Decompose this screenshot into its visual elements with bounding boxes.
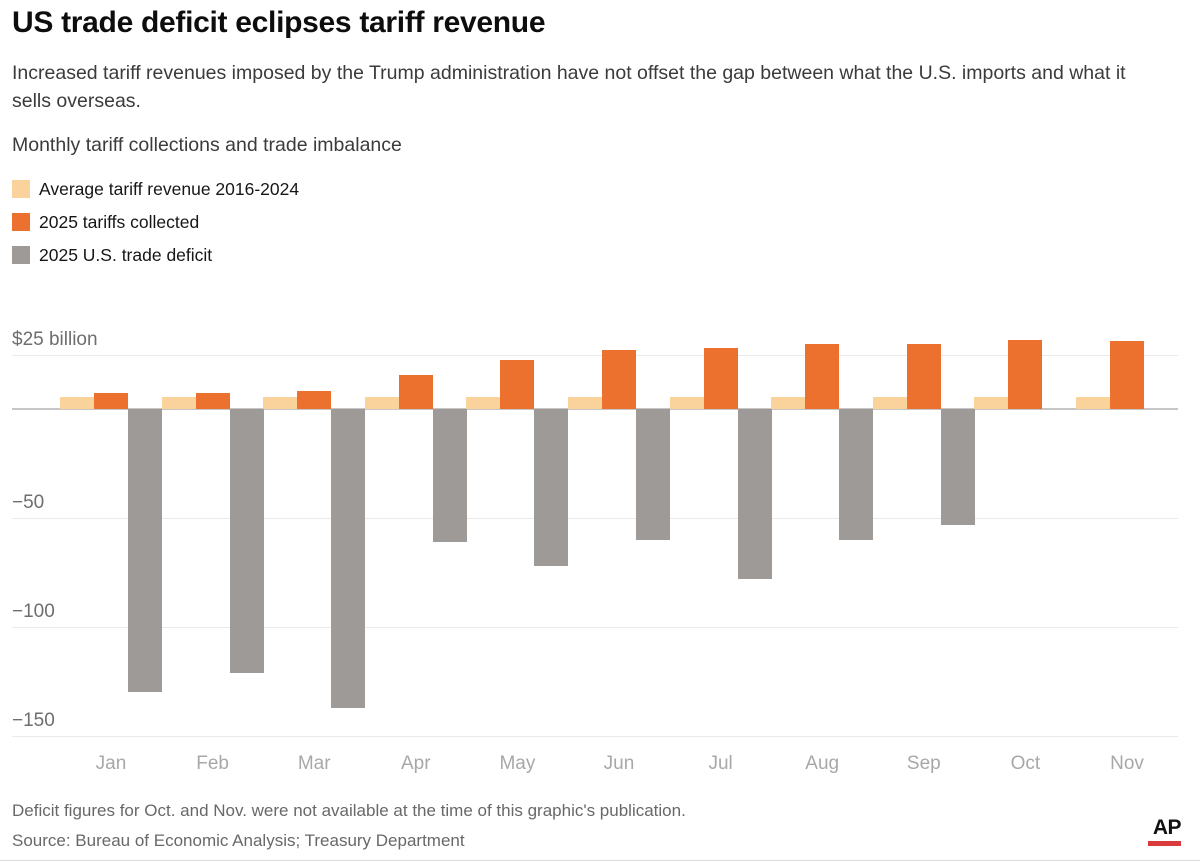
ap-logo-underline: [1148, 841, 1181, 846]
bar-may-trade-deficit-2025: [534, 409, 569, 566]
y-axis-tick-label: −100: [12, 601, 55, 622]
x-axis-month-label: Feb: [196, 753, 229, 774]
legend-item-label: 2025 tariffs collected: [39, 211, 200, 232]
x-axis-month-label: Jun: [603, 753, 635, 774]
bar-apr-tariffs-2025: [398, 375, 433, 409]
x-axis-month-label: Jul: [708, 753, 733, 774]
gridline: [12, 354, 1178, 356]
legend-swatch-icon: [12, 246, 30, 264]
bar-jul-tariffs-2025: [703, 347, 738, 409]
x-axis-month-label: Oct: [1010, 753, 1041, 774]
bar-oct-avg-tariff-revenue: [974, 397, 1009, 409]
bar-jan-trade-deficit-2025: [128, 409, 162, 693]
x-axis-month-label: Aug: [805, 753, 840, 774]
x-axis-month-label: Apr: [401, 753, 431, 774]
y-axis-tick-label: $25 billion: [12, 328, 98, 350]
bar-jan-avg-tariff-revenue: [60, 397, 94, 409]
bar-feb-trade-deficit-2025: [229, 409, 264, 673]
bar-feb-tariffs-2025: [195, 393, 230, 409]
ap-logo: AP: [1148, 816, 1182, 846]
bar-aug-tariffs-2025: [805, 343, 840, 409]
bar-aug-trade-deficit-2025: [839, 409, 874, 540]
legend-swatch-icon: [12, 180, 30, 198]
bar-nov-tariffs-2025: [1110, 341, 1144, 409]
bar-jan-tariffs-2025: [94, 393, 128, 409]
bar-jun-trade-deficit-2025: [636, 409, 670, 540]
legend-item-trade-deficit-2025: 2025 U.S. trade deficit: [12, 244, 299, 266]
x-axis-month-label: Jan: [95, 753, 127, 774]
bar-jul-avg-tariff-revenue: [669, 397, 704, 409]
gridline: [12, 736, 1178, 737]
bar-may-avg-tariff-revenue: [466, 397, 501, 409]
legend-item-label: 2025 U.S. trade deficit: [39, 244, 213, 265]
x-axis-month-label: Nov: [1110, 753, 1144, 774]
bottom-divider: [0, 860, 1200, 861]
bar-jun-tariffs-2025: [602, 350, 636, 409]
bar-sep-avg-tariff-revenue: [872, 397, 907, 409]
bar-may-tariffs-2025: [500, 359, 535, 409]
legend-item-tariffs-2025: 2025 tariffs collected: [12, 211, 299, 233]
legend: Average tariff revenue 2016-2024 2025 tar…: [12, 178, 299, 277]
bar-jun-avg-tariff-revenue: [568, 397, 602, 409]
bar-sep-tariffs-2025: [906, 343, 941, 409]
x-axis-month-label: Sep: [906, 753, 941, 774]
bar-nov-avg-tariff-revenue: [1076, 397, 1110, 409]
bar-jul-trade-deficit-2025: [737, 409, 772, 580]
chart-title: US trade deficit eclipses tariff revenue: [12, 6, 546, 39]
y-axis-tick-label: −50: [12, 492, 45, 513]
x-axis-month-label: Mar: [297, 753, 331, 774]
bar-apr-avg-tariff-revenue: [364, 397, 399, 409]
legend-item-avg-tariff-revenue: Average tariff revenue 2016-2024: [12, 178, 299, 200]
bar-mar-trade-deficit-2025: [331, 409, 366, 708]
ap-logo-text: AP: [1152, 816, 1182, 839]
legend-item-label: Average tariff revenue 2016-2024: [39, 178, 300, 199]
source-line: Source: Bureau of Economic Analysis; Tre…: [12, 831, 465, 850]
bar-mar-tariffs-2025: [297, 390, 332, 409]
bar-oct-tariffs-2025: [1008, 340, 1043, 409]
chart-subtitle: Increased tariff revenues imposed by the…: [12, 62, 1126, 112]
bar-sep-trade-deficit-2025: [940, 409, 975, 525]
bar-mar-avg-tariff-revenue: [263, 397, 298, 409]
legend-swatch-icon: [12, 213, 30, 231]
footnote: Deficit figures for Oct. and Nov. were n…: [12, 801, 686, 820]
y-axis-tick-label: −150: [12, 710, 55, 731]
section-label: Monthly tariff collections and trade imb…: [12, 134, 402, 156]
bar-feb-avg-tariff-revenue: [161, 397, 196, 409]
x-axis-month-label: May: [499, 753, 536, 774]
gridline: [12, 627, 1178, 628]
gridline: [12, 518, 1178, 519]
x-axis-baseline: [12, 408, 1178, 410]
bar-aug-avg-tariff-revenue: [771, 397, 806, 409]
bar-apr-trade-deficit-2025: [432, 409, 467, 542]
